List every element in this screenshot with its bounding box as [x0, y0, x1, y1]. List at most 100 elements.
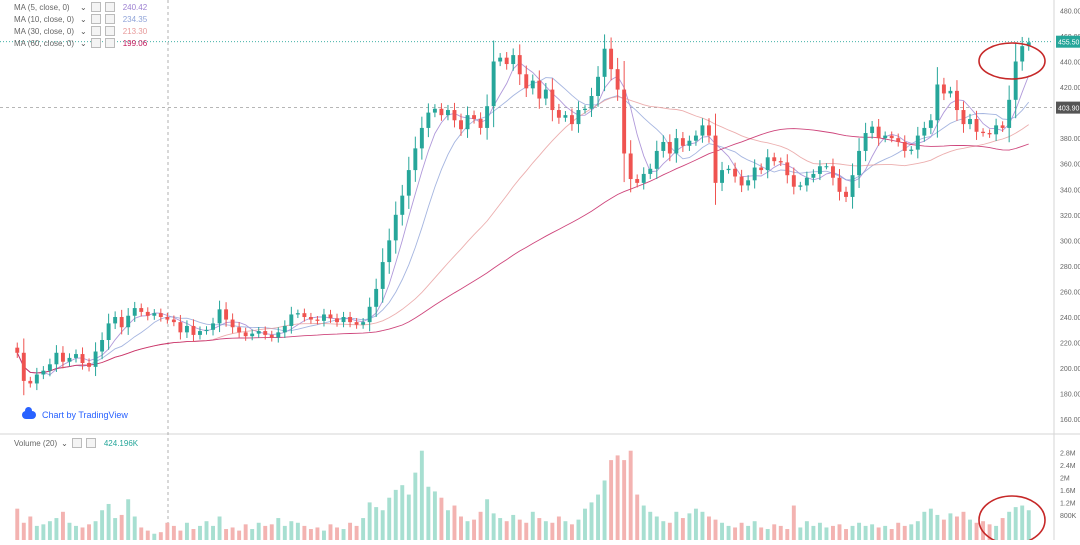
candle [857, 138, 862, 188]
candle [100, 332, 105, 360]
candle-body [543, 89, 548, 99]
candle [752, 159, 757, 189]
settings-icon[interactable] [90, 14, 101, 24]
close-icon[interactable] [104, 2, 115, 12]
candle-body [432, 108, 437, 113]
chevron-down-icon[interactable]: ⌄ [80, 2, 87, 12]
price-marker-box [1056, 35, 1080, 48]
candle [211, 317, 215, 336]
volume-bar [733, 527, 738, 540]
candle-body [374, 288, 379, 307]
close-icon[interactable] [104, 38, 115, 48]
volume-bar [211, 525, 215, 540]
volume-bar [15, 508, 20, 540]
candle-body [569, 115, 574, 125]
settings-icon[interactable] [90, 2, 101, 12]
candle [28, 376, 33, 388]
candle [119, 309, 124, 335]
settings-icon[interactable] [90, 38, 101, 48]
candle-body [961, 110, 966, 125]
candle [680, 132, 685, 152]
settings-icon[interactable] [71, 438, 82, 448]
price-marker-box [1056, 101, 1080, 114]
settings-icon[interactable] [90, 26, 101, 36]
legend-volume[interactable]: Volume (20) ⌄ 424.196K [14, 438, 138, 448]
candle [974, 110, 979, 140]
candle-body [517, 55, 522, 75]
tradingview-logo-icon [22, 407, 36, 419]
candle [322, 308, 326, 327]
candle [994, 118, 999, 141]
volume-bar [968, 519, 972, 540]
volume-bar [178, 530, 183, 540]
price-tick-label: 200.00 [1060, 366, 1080, 373]
candle-body [165, 317, 170, 320]
candle-body [609, 48, 614, 70]
chevron-down-icon[interactable]: ⌄ [80, 38, 87, 48]
legend-ma60[interactable]: MA (60, close, 0) ⌄ 199.06 [14, 38, 147, 48]
candle [831, 158, 835, 186]
volume-bar [837, 524, 842, 540]
volume-bar [158, 532, 163, 540]
close-icon[interactable] [85, 438, 96, 448]
volume-bar [472, 519, 477, 540]
candle-body [41, 370, 46, 375]
volume-bar [1026, 510, 1031, 540]
candle-body [850, 175, 855, 197]
candle [602, 34, 607, 92]
candle [93, 342, 98, 377]
candle-body [178, 322, 183, 333]
candle [863, 122, 868, 162]
candle [576, 101, 581, 133]
candle-body [295, 313, 300, 315]
volume-bar [100, 510, 105, 540]
candle-body [726, 168, 731, 171]
price-tick-label: 420.00 [1060, 85, 1080, 92]
volume-bar [413, 472, 418, 540]
volume-bar [152, 533, 157, 540]
tradingview-branding[interactable]: Chart by TradingView [22, 407, 128, 420]
candle [791, 167, 796, 195]
volume-bar [641, 505, 646, 540]
chevron-down-icon[interactable]: ⌄ [61, 438, 68, 448]
candle [295, 309, 300, 319]
candle [269, 330, 274, 342]
candle-body [817, 166, 822, 174]
candle [915, 126, 920, 159]
volume-bar [654, 516, 659, 540]
candle [198, 326, 202, 340]
legend-ma5[interactable]: MA (5, close, 0) ⌄ 240.42 [14, 2, 147, 12]
volume-bar [863, 525, 868, 540]
volume-bar [263, 525, 268, 540]
highlight-circle-price [978, 42, 1046, 80]
volume-bar [720, 522, 724, 540]
legend-ma30[interactable]: MA (30, close, 0) ⌄ 213.30 [14, 26, 147, 36]
volume-bar [569, 524, 574, 540]
candle-body [935, 84, 940, 121]
volume-bar [628, 450, 633, 540]
volume-bar [491, 513, 496, 540]
candle [550, 78, 555, 122]
candle [948, 86, 953, 98]
candle [230, 313, 235, 334]
volume-bar [798, 527, 803, 540]
candle-body [648, 168, 653, 174]
volume-bar [224, 529, 229, 540]
close-icon[interactable] [104, 14, 115, 24]
volume-bar [465, 521, 470, 540]
volume-bar [511, 514, 516, 540]
volume-bar [132, 516, 137, 540]
close-icon[interactable] [104, 26, 115, 36]
price-tick-label: 260.00 [1060, 289, 1080, 296]
chevron-down-icon[interactable]: ⌄ [80, 14, 87, 24]
candle [87, 358, 92, 372]
candle-body [34, 374, 39, 384]
candle [113, 311, 118, 330]
candle [870, 121, 875, 139]
legend-ma10[interactable]: MA (10, close, 0) ⌄ 234.35 [14, 14, 147, 24]
chevron-down-icon[interactable]: ⌄ [80, 26, 87, 36]
volume-bar [954, 516, 959, 540]
moving-average-lines [16, 61, 1030, 376]
